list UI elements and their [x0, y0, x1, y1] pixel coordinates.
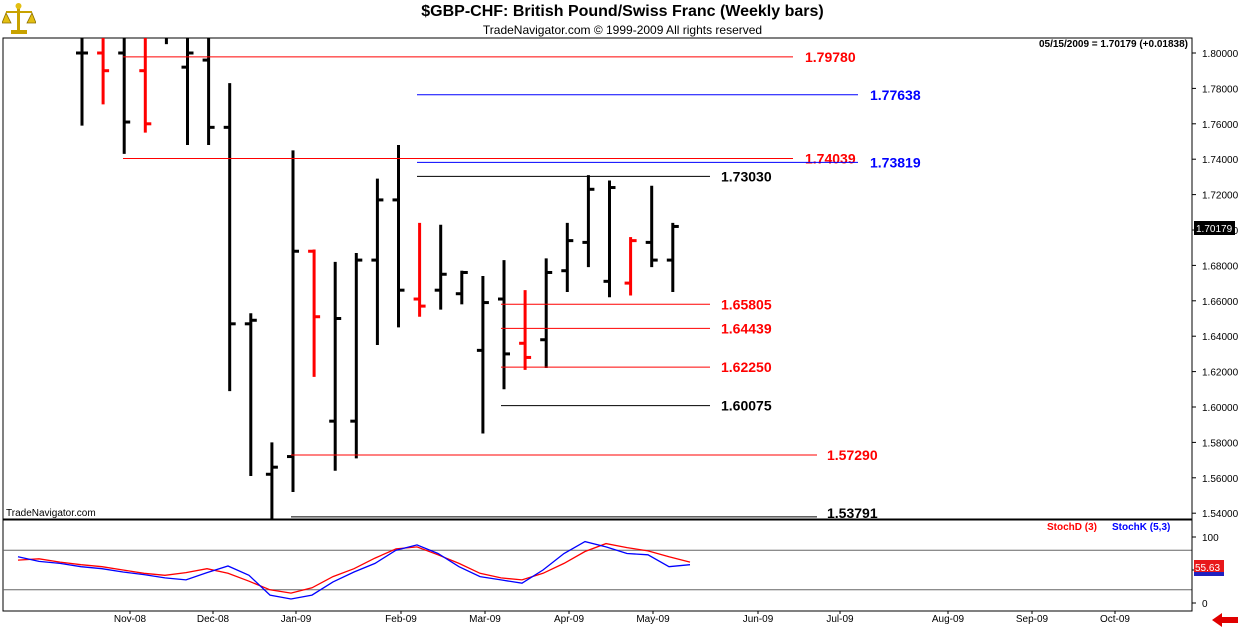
- price-panel: [2, 37, 1193, 520]
- watermark-text: TradeNavigator.com: [6, 508, 96, 519]
- stochastic-panel: [2, 519, 1193, 612]
- level-label: 1.77638: [870, 87, 921, 103]
- level-label: 1.65805: [721, 296, 772, 312]
- x-tick-label: Aug-09: [932, 614, 965, 625]
- stoch-tick-label: 100: [1202, 533, 1219, 544]
- level-label: 1.79780: [805, 49, 856, 65]
- x-tick-label: Apr-09: [554, 614, 584, 625]
- y-tick-label: 1.80000: [1202, 49, 1239, 60]
- legend-stoch-d: StochD (3): [1047, 522, 1097, 533]
- x-tick-label: Oct-09: [1100, 614, 1130, 625]
- last-price-tag: 1.70179: [1194, 221, 1235, 235]
- level-label: 1.73819: [870, 154, 921, 170]
- stoch-value-label: 55.63: [1195, 563, 1220, 574]
- y-tick-label: 1.78000: [1202, 84, 1239, 95]
- chart-title: $GBP-CHF: British Pound/Swiss Franc (Wee…: [421, 3, 824, 20]
- level-label: 1.64439: [721, 320, 772, 336]
- pan-balance-icon[interactable]: [2, 2, 36, 36]
- y-tick-label: 1.56000: [1202, 474, 1239, 485]
- level-label: 1.53791: [827, 505, 878, 521]
- x-tick-label: Jun-09: [743, 614, 774, 625]
- y-tick-label: 1.76000: [1202, 120, 1239, 131]
- level-label: 1.74039: [805, 151, 856, 167]
- x-tick-label: Sep-09: [1016, 614, 1049, 625]
- stoch-tick-label: 0: [1202, 599, 1208, 610]
- copyright-text: TradeNavigator.com © 1999-2009 All right…: [482, 23, 763, 37]
- y-tick-label: 1.68000: [1202, 261, 1239, 272]
- x-tick-label: Dec-08: [197, 614, 230, 625]
- y-tick-label: 1.66000: [1202, 297, 1239, 308]
- stoch-d-line: [17, 542, 691, 594]
- y-tick-label: 1.72000: [1202, 191, 1239, 202]
- x-tick-label: Jan-09: [281, 614, 312, 625]
- x-tick-label: Mar-09: [469, 614, 501, 625]
- y-tick-label: 1.74000: [1202, 155, 1239, 166]
- x-tick-label: Feb-09: [385, 614, 417, 625]
- x-tick-label: Jul-09: [826, 614, 854, 625]
- y-tick-label: 1.54000: [1202, 509, 1239, 520]
- level-label: 1.60075: [721, 398, 772, 414]
- y-tick-label: 1.58000: [1202, 438, 1239, 449]
- y-tick-label: 1.64000: [1202, 332, 1239, 343]
- stoch-value-tag: 55.63: [1194, 560, 1224, 576]
- stoch-k-line: [17, 540, 691, 600]
- y-tick-label: 1.62000: [1202, 368, 1239, 379]
- level-label: 1.57290: [827, 447, 878, 463]
- level-label: 1.73030: [721, 168, 772, 184]
- price-readout: 05/15/2009 = 1.70179 (+0.01838): [1039, 39, 1188, 50]
- level-label: 1.62250: [721, 359, 772, 375]
- x-tick-label: Nov-08: [114, 614, 147, 625]
- y-tick-label: 1.60000: [1202, 403, 1239, 414]
- left-arrow-icon[interactable]: [1212, 613, 1238, 627]
- last-price-label: 1.70179: [1196, 224, 1233, 235]
- legend-stoch-k: StochK (5,3): [1112, 522, 1170, 533]
- x-tick-label: May-09: [636, 614, 670, 625]
